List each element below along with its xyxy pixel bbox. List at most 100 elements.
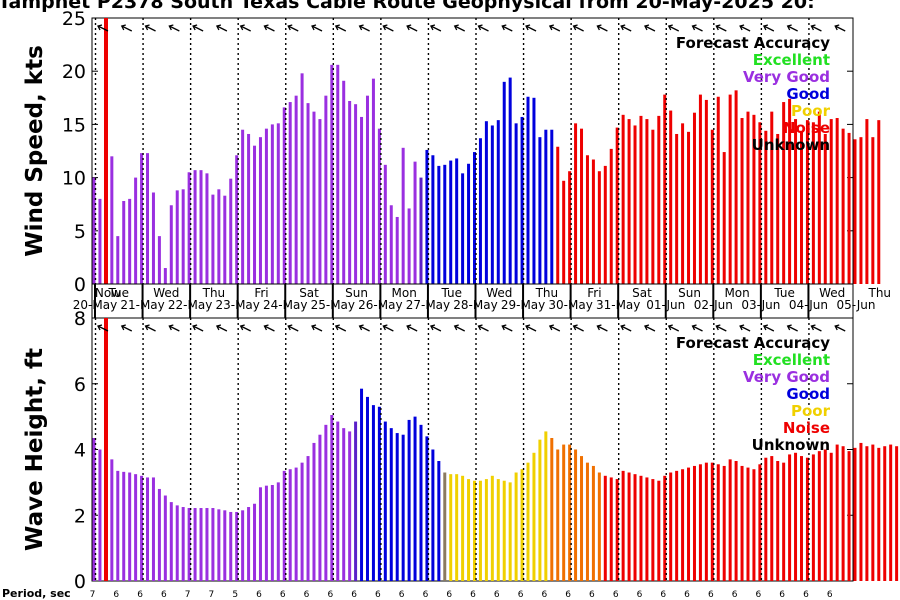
bar <box>704 99 708 284</box>
bar <box>675 470 679 581</box>
bar <box>205 508 209 581</box>
bar <box>365 95 369 284</box>
bar <box>639 475 643 581</box>
period-value: 6 <box>589 590 595 600</box>
bar <box>294 467 298 581</box>
direction-arrow <box>383 25 394 32</box>
y-tick-label: 4 <box>74 440 86 462</box>
bar <box>276 123 280 284</box>
day-of-week-label: Thu <box>202 286 226 300</box>
bar <box>223 195 227 284</box>
bar <box>734 90 738 285</box>
direction-arrow-head <box>120 24 126 31</box>
direction-arrow <box>787 25 798 32</box>
y-tick-label: 2 <box>74 505 86 527</box>
direction-arrow-head <box>97 324 103 331</box>
bar <box>550 129 554 284</box>
period-value: 6 <box>803 590 809 600</box>
bar <box>817 111 821 284</box>
bar <box>157 236 161 284</box>
bar <box>847 132 851 284</box>
bar <box>562 444 566 581</box>
bar <box>562 180 566 284</box>
direction-arrow-head <box>263 24 269 31</box>
period-value: 6 <box>732 590 738 600</box>
day-of-week-label: Mon <box>724 286 749 300</box>
bar <box>377 128 381 284</box>
bar <box>461 173 465 284</box>
bar <box>98 198 102 284</box>
period-value: 6 <box>470 590 476 600</box>
bar <box>377 406 381 581</box>
direction-arrow-head <box>810 324 816 331</box>
direction-arrow-head <box>525 24 531 31</box>
bar <box>419 177 423 284</box>
bar <box>859 137 863 284</box>
direction-arrow <box>454 325 466 332</box>
direction-arrow-head <box>525 324 531 331</box>
bar <box>770 111 774 284</box>
direction-arrow <box>359 325 370 332</box>
legend-item: Excellent <box>753 351 830 369</box>
bar <box>437 461 441 581</box>
direction-arrow <box>216 25 228 32</box>
bar <box>532 452 536 581</box>
bar <box>609 148 613 284</box>
bar <box>157 488 161 581</box>
bar <box>324 95 328 284</box>
bar <box>473 152 476 284</box>
direction-arrow <box>787 325 798 332</box>
bar <box>199 508 203 581</box>
bar <box>889 444 893 581</box>
bar <box>336 421 340 581</box>
bar <box>776 461 780 581</box>
bar <box>597 472 601 581</box>
bar <box>128 198 132 284</box>
bar <box>847 451 851 581</box>
direction-arrow <box>739 25 751 32</box>
bar <box>603 165 607 284</box>
bar <box>151 477 155 581</box>
day-of-week-label: Tue <box>108 286 130 300</box>
bar <box>110 459 114 581</box>
direction-arrow-head <box>334 24 340 31</box>
bar <box>431 449 435 581</box>
bar <box>461 475 465 581</box>
direction-arrow-head <box>644 324 650 331</box>
bar <box>371 78 375 284</box>
direction-arrow-head <box>762 324 769 331</box>
bar <box>383 164 387 284</box>
bar <box>193 508 197 581</box>
period-value: 6 <box>137 590 143 600</box>
bar <box>235 511 239 581</box>
direction-arrow <box>264 325 275 332</box>
bar <box>835 444 839 581</box>
bar <box>443 472 447 581</box>
bar <box>425 149 429 284</box>
direction-arrow-head <box>311 24 317 31</box>
direction-arrow <box>264 25 275 32</box>
direction-arrow-head <box>406 24 412 31</box>
bar <box>306 103 310 285</box>
direction-arrow <box>145 325 156 332</box>
bar <box>342 428 346 581</box>
period-value: 6 <box>446 590 452 600</box>
period-value: 6 <box>779 590 785 600</box>
bar <box>716 96 720 285</box>
period-value: 6 <box>423 590 429 600</box>
bar <box>764 457 768 581</box>
direction-arrow <box>192 25 204 32</box>
direction-arrow <box>811 325 822 332</box>
direction-arrow-head <box>691 324 697 331</box>
bar <box>134 177 138 284</box>
bar <box>318 434 322 581</box>
direction-arrow-head <box>572 24 578 31</box>
direction-arrow <box>335 25 347 32</box>
bar <box>621 470 625 581</box>
direction-arrow <box>668 25 680 32</box>
direction-arrow-head <box>667 324 673 331</box>
bar <box>330 64 334 284</box>
bar <box>568 171 572 284</box>
bar <box>574 123 578 284</box>
direction-arrow <box>644 325 656 332</box>
